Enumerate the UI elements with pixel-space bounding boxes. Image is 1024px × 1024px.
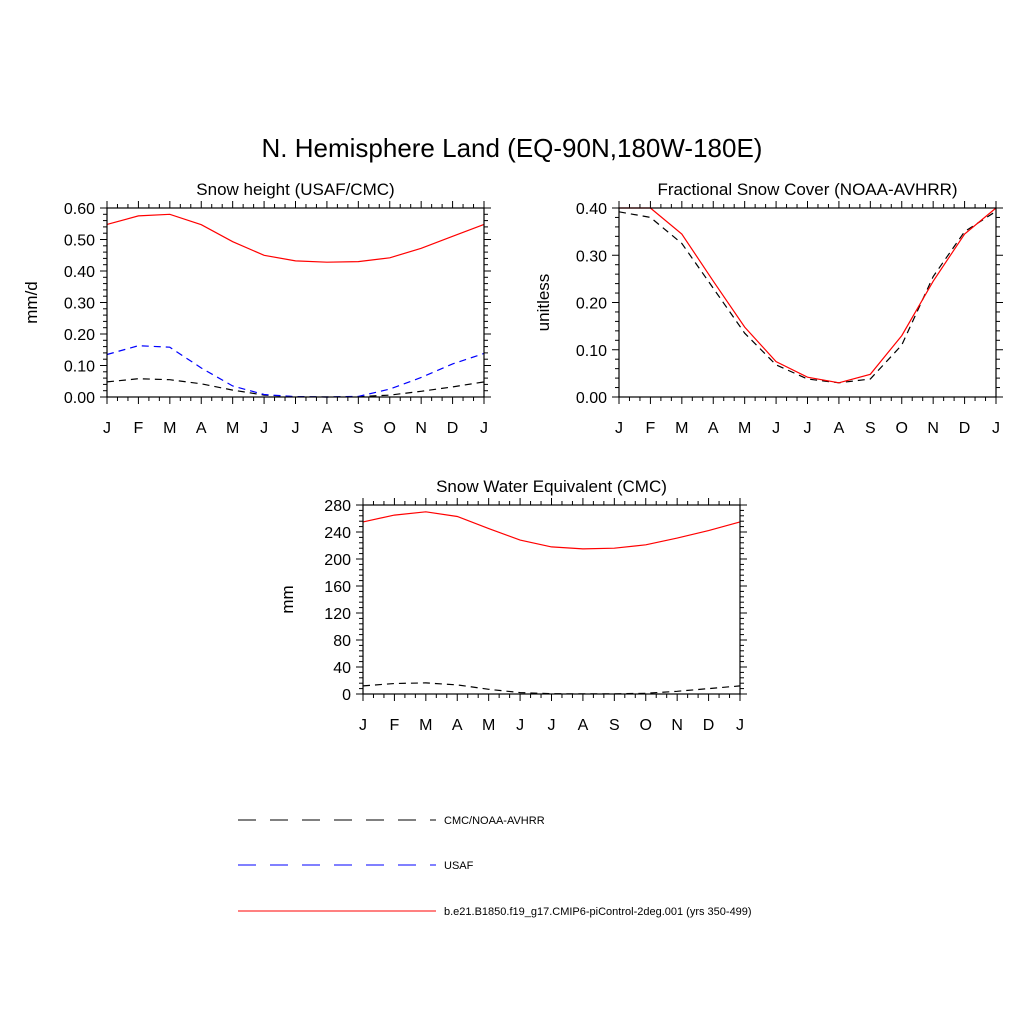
swe-ylabel: mm — [278, 585, 297, 613]
snow-height-ytick-label: 0.00 — [64, 390, 95, 407]
legend-label-1: USAF — [444, 860, 474, 872]
snow-cover-xtick-label: A — [708, 420, 719, 437]
swe-ytick-label: 200 — [324, 552, 351, 569]
snow-cover-ytick-label: 0.30 — [576, 248, 607, 265]
swe-chart: Snow Water Equivalent (CMC) mm J F M A M J J A S O N… — [278, 477, 747, 734]
snow-height-xtick-label: J — [103, 420, 111, 437]
swe-ytick-label: 0 — [342, 687, 351, 704]
snow-cover-xtick-label: J — [772, 420, 780, 437]
snow-height-frame — [106, 207, 485, 398]
snow-cover-ytick-label: 0.40 — [576, 201, 607, 218]
swe-xtick-label: J — [548, 717, 556, 734]
swe-xtick-label: J — [359, 717, 367, 734]
swe-ytick-label: 120 — [324, 606, 351, 623]
snow-height-xtick-label: N — [415, 420, 427, 437]
snow-height-ylabel: mm/d — [22, 281, 41, 324]
snow-height-ytick-label: 0.20 — [64, 327, 95, 344]
snow-height-xtick-label: M — [163, 420, 176, 437]
snow-cover-xtick-label: D — [959, 420, 971, 437]
snow-cover-xtick-label: N — [927, 420, 939, 437]
snow-cover-xtick-label: F — [646, 420, 656, 437]
swe-series-0 — [362, 682, 741, 695]
legend-label-0: CMC/NOAA-AVHRR — [444, 815, 545, 827]
snow-height-xtick-label: J — [260, 420, 268, 437]
snow-cover-xtick-label: M — [738, 420, 751, 437]
swe-ytick-label: 80 — [333, 633, 351, 650]
snow-height-series-1 — [106, 345, 485, 398]
legend-label-2: b.e21.B1850.f19_g17.CMIP6-piControl-2deg… — [444, 906, 752, 918]
snow-height-xtick-label: A — [196, 420, 207, 437]
snow-cover-title: Fractional Snow Cover (NOAA-AVHRR) — [657, 180, 957, 199]
swe-title: Snow Water Equivalent (CMC) — [436, 477, 667, 496]
snow-height-ytick-label: 0.50 — [64, 233, 95, 250]
snow-height-ytick-label: 0.40 — [64, 264, 95, 281]
snow-height-xtick-label: F — [134, 420, 144, 437]
snow-cover-xtick-label: O — [896, 420, 908, 437]
snow-cover-ytick-label: 0.00 — [576, 390, 607, 407]
swe-xtick-label: J — [516, 717, 524, 734]
snow-cover-ylabel: unitless — [534, 274, 553, 332]
snow-cover-ytick-label: 0.20 — [576, 296, 607, 313]
snow-height-ytick-label: 0.30 — [64, 296, 95, 313]
snow-height-title: Snow height (USAF/CMC) — [196, 180, 394, 199]
snow-height-xtick-label: S — [353, 420, 364, 437]
snow-cover-xtick-label: S — [865, 420, 876, 437]
snow-height-chart: Snow height (USAF/CMC)mm/dJ F M A M J J A S O N D J0… — [22, 180, 491, 437]
snow-cover-xtick-label: J — [615, 420, 623, 437]
figure-title: N. Hemisphere Land (EQ-90N,180W-180E) — [262, 133, 763, 163]
snow-cover-chart: Fractional Snow Cover (NOAA-AVHRR) unitle… — [534, 180, 1003, 437]
snow-height-xtick-label: M — [226, 420, 239, 437]
swe-ytick-label: 280 — [324, 498, 351, 515]
swe-xtick-label: N — [671, 717, 683, 734]
swe-frame — [362, 504, 741, 695]
swe-xtick-label: S — [609, 717, 620, 734]
swe-ytick-label: 40 — [333, 660, 351, 677]
swe-xtick-label: M — [482, 717, 495, 734]
swe-xtick-label: M — [419, 717, 432, 734]
swe-series-1 — [362, 511, 741, 550]
legend: CMC/NOAA-AVHRR USAF b.e21.B1850.f19_g17.CM… — [238, 815, 752, 918]
snow-cover-xtick-label: A — [834, 420, 845, 437]
snow-cover-xtick-label: J — [992, 420, 1000, 437]
snow-height-xtick-label: A — [322, 420, 333, 437]
swe-xtick-label: A — [578, 717, 589, 734]
charts: Snow height (USAF/CMC)mm/dJ F M A M J J A S O N D J0… — [22, 180, 1003, 734]
swe-ytick-label: 240 — [324, 525, 351, 542]
snow-height-xtick-label: D — [447, 420, 459, 437]
snow-height-xtick-label: J — [480, 420, 488, 437]
snow-height-series-2 — [106, 213, 485, 263]
snow-height-ytick-label: 0.60 — [64, 201, 95, 218]
snow-height-xtick-label: J — [292, 420, 300, 437]
swe-xtick-label: A — [452, 717, 463, 734]
swe-xtick-label: O — [640, 717, 652, 734]
swe-xtick-label: D — [703, 717, 715, 734]
swe-xtick-label: J — [736, 717, 744, 734]
snow-cover-ytick-label: 0.10 — [576, 343, 607, 360]
snow-cover-series-0 — [618, 210, 997, 384]
snow-cover-frame — [618, 207, 997, 398]
swe-ytick-label: 160 — [324, 579, 351, 596]
snow-cover-series-1 — [619, 207, 997, 384]
snow-height-xtick-label: O — [384, 420, 396, 437]
snow-cover-xtick-label: M — [675, 420, 688, 437]
snow-height-ytick-label: 0.10 — [64, 359, 95, 376]
snow-cover-xtick-label: J — [804, 420, 812, 437]
swe-xtick-label: F — [390, 717, 400, 734]
snow-height-series-0 — [106, 378, 485, 398]
